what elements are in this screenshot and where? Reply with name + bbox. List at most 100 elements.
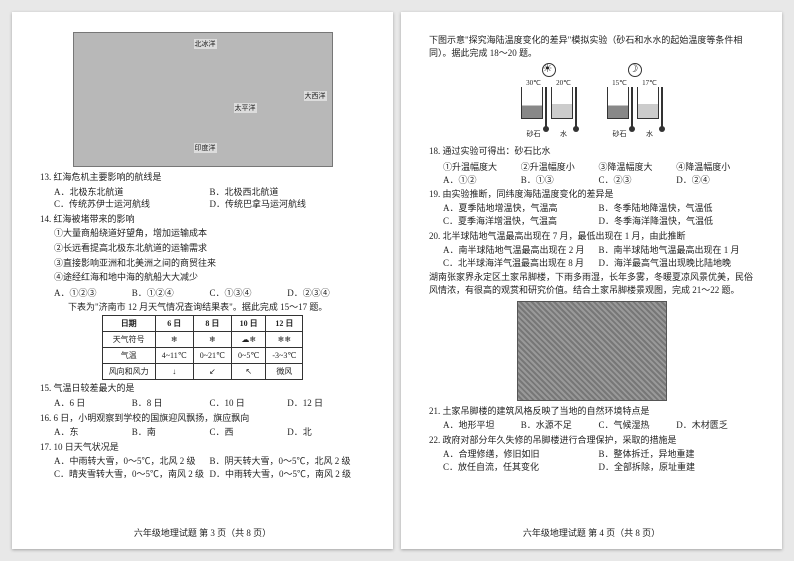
night-setup: 15℃ 砂石 17℃ 水 xyxy=(607,63,663,139)
q18-opt-c: C．②③ xyxy=(599,173,677,186)
temp-6: 4~11℃ xyxy=(155,348,193,364)
thermometer-icon xyxy=(661,87,663,129)
q21-opt-a: A．地形平坦 xyxy=(443,419,521,432)
experiment-diagram: 30℃ 砂石 20℃ 水 15℃ xyxy=(429,63,754,139)
q14-item-1: ①大量商船绕道好望角，增加运输成本 xyxy=(54,227,365,240)
table-row: 气温 4~11℃ 0~21℃ 0~5℃ -3~3℃ xyxy=(102,348,303,364)
map-label-arctic: 北冰洋 xyxy=(194,39,217,49)
q13-opt-d: D．传统巴拿马运河航线 xyxy=(210,198,366,211)
q17-opt-c: C．晴夹雪转大雪，0～5℃，南风 2 级 xyxy=(54,468,210,481)
sun-icon xyxy=(542,63,556,77)
thermometer-icon xyxy=(545,87,547,129)
right-content: 下图示意"探究海陆温度变化的差异"模拟实验（砂石和水水的起始温度等条件相同）。据… xyxy=(429,32,754,520)
map-label-pacific: 太平洋 xyxy=(234,103,257,113)
night-temp-sand: 15℃ xyxy=(607,79,633,87)
world-map-figure: 北冰洋 太平洋 大西洋 印度洋 xyxy=(73,32,333,167)
q18-item-1: ①升温幅度大 xyxy=(443,160,521,173)
q18-item-2: ②升温幅度小 xyxy=(521,160,599,173)
left-content: 北冰洋 太平洋 大西洋 印度洋 13. 红海危机主要影响的航线是 A．北极东北航… xyxy=(40,32,365,520)
q19-opt-d: D．冬季海洋降温快，气温低 xyxy=(599,215,755,228)
q21-opt-b: B．水源不足 xyxy=(521,419,599,432)
temp-8: 0~21℃ xyxy=(193,348,231,364)
q17-options: A．中雨转大雪，0～5℃，北风 2 级 B．阴天转大雪，0～5℃，北风 2 级 … xyxy=(54,455,365,480)
stilt-house-photo xyxy=(517,301,667,401)
q15-opt-c: C．10 日 xyxy=(210,397,288,410)
q18-item-4: ④降温幅度小 xyxy=(676,160,754,173)
q22-opt-a: A．合理修缮，修旧如旧 xyxy=(443,448,599,461)
q18-opt-a: A．①② xyxy=(443,173,521,186)
q18-items: ①升温幅度大 ②升温幅度小 ③降温幅度大 ④降温幅度小 xyxy=(443,160,754,173)
wind-10: ↖ xyxy=(232,364,266,380)
q22-opt-b: B．整体拆迁，异地重建 xyxy=(599,448,755,461)
q22-stem: 22. 政府对部分年久失修的吊脚楼进行合理保护，采取的措施是 xyxy=(429,434,754,447)
q17-opt-d: D．中雨转大雪，0～5℃，南风 2 级 xyxy=(210,468,366,481)
q13-opt-b: B．北极西北航道 xyxy=(210,186,366,199)
weather-table: 日期 6 日 8 日 10 日 12 日 天气符号 ❄ ❄ ☁❄ ❄❄ 气温 4… xyxy=(102,315,304,380)
q17-opt-b: B．阴天转大雪，0～5℃，北风 2 级 xyxy=(210,455,366,468)
q16-opt-d: D．北 xyxy=(287,426,365,439)
q18-options: A．①② B．①③ C．②③ D．②④ xyxy=(443,173,754,186)
q15-stem: 15. 气温日较差最大的是 xyxy=(40,382,365,395)
q13-opt-c: C．传统苏伊士运河航线 xyxy=(54,198,210,211)
q16-stem: 16. 6 日，小明观察到学校的国旗迎风飘扬，旗应飘向 xyxy=(40,412,365,425)
q21-options: A．地形平坦 B．水源不足 C．气候湿热 D．木材匮乏 xyxy=(443,419,754,432)
temp-12: -3~3℃ xyxy=(266,348,303,364)
temp-10: 0~5℃ xyxy=(232,348,266,364)
th-d12: 12 日 xyxy=(266,316,303,332)
q19-options: A．夏季陆地增温快，气温高 B．冬季陆地降温快，气温低 C．夏季海洋增温快，气温… xyxy=(443,202,754,227)
right-footer: 六年级地理试题 第 4 页（共 8 页） xyxy=(429,520,754,539)
day-temp-water: 20℃ xyxy=(551,79,577,87)
q14-stem: 14. 红海被堵带来的影响 xyxy=(40,213,365,226)
beaker-sand-day xyxy=(521,87,543,119)
q16-opt-a: A．东 xyxy=(54,426,132,439)
q22-options: A．合理修缮，修旧如旧 B．整体拆迁，异地重建 C．放任自流，任其变化 D．全部… xyxy=(443,448,754,473)
left-footer: 六年级地理试题 第 3 页（共 8 页） xyxy=(40,520,365,539)
q16-opt-b: B．南 xyxy=(132,426,210,439)
q21-opt-d: D．木材匮乏 xyxy=(676,419,754,432)
moon-icon xyxy=(628,63,642,77)
beaker-water-day xyxy=(551,87,573,119)
q19-opt-a: A．夏季陆地增温快，气温高 xyxy=(443,202,599,215)
day-setup: 30℃ 砂石 20℃ 水 xyxy=(521,63,577,139)
table-row: 日期 6 日 8 日 10 日 12 日 xyxy=(102,316,303,332)
q19-opt-b: B．冬季陆地降温快，气温低 xyxy=(599,202,755,215)
q18-opt-b: B．①③ xyxy=(521,173,599,186)
q14-opt-c: C．①③④ xyxy=(210,286,288,299)
row-temp-label: 气温 xyxy=(102,348,155,364)
q21-opt-c: C．气候湿热 xyxy=(599,419,677,432)
q20-stem: 20. 北半球陆地气温最高出现在 7 月，最低出现在 1 月，由此推断 xyxy=(429,230,754,243)
q15-opt-b: B．8 日 xyxy=(132,397,210,410)
table-row: 天气符号 ❄ ❄ ☁❄ ❄❄ xyxy=(102,332,303,348)
q15-opt-a: A．6 日 xyxy=(54,397,132,410)
row-symbol-label: 天气符号 xyxy=(102,332,155,348)
day-temp-sand: 30℃ xyxy=(521,79,547,87)
th-d6: 6 日 xyxy=(155,316,193,332)
row-wind-label: 风向和风力 xyxy=(102,364,155,380)
q21-stem: 21. 土家吊脚楼的建筑风格反映了当地的自然环境特点是 xyxy=(429,405,754,418)
q14-opt-d: D．②③④ xyxy=(287,286,365,299)
q13-options: A．北极东北航道 B．北极西北航道 C．传统苏伊士运河航线 D．传统巴拿马运河航… xyxy=(54,186,365,211)
q14-item-3: ③直接影响亚洲和北美洲之间的商贸往来 xyxy=(54,257,365,270)
map-label-atlantic: 大西洋 xyxy=(304,91,327,101)
map-label-indian: 印度洋 xyxy=(194,143,217,153)
q14-options: A．①②③ B．①②④ C．①③④ D．②③④ xyxy=(54,286,365,299)
q15-options: A．6 日 B．8 日 C．10 日 D．12 日 xyxy=(54,397,365,410)
sym-6: ❄ xyxy=(155,332,193,348)
q14-opt-a: A．①②③ xyxy=(54,286,132,299)
q13-opt-a: A．北极东北航道 xyxy=(54,186,210,199)
thermometer-icon xyxy=(575,87,577,129)
q13-stem: 13. 红海危机主要影响的航线是 xyxy=(40,171,365,184)
q17-stem: 17. 10 日天气状况是 xyxy=(40,441,365,454)
intro-18-20: 下图示意"探究海陆温度变化的差异"模拟实验（砂石和水水的起始温度等条件相同）。据… xyxy=(429,34,754,59)
page-left: 北冰洋 太平洋 大西洋 印度洋 13. 红海危机主要影响的航线是 A．北极东北航… xyxy=(12,12,393,549)
q16-opt-c: C．西 xyxy=(210,426,288,439)
sym-12: ❄❄ xyxy=(266,332,303,348)
th-d8: 8 日 xyxy=(193,316,231,332)
q19-opt-c: C．夏季海洋增温快，气温高 xyxy=(443,215,599,228)
q19-stem: 19. 由实验推断，同纬度海陆温度变化的差异是 xyxy=(429,188,754,201)
table-intro: 下表为"济南市 12 月天气情况查询结果表"。据此完成 15～17 题。 xyxy=(68,301,365,314)
sym-8: ❄ xyxy=(193,332,231,348)
th-date: 日期 xyxy=(102,316,155,332)
q15-opt-d: D．12 日 xyxy=(287,397,365,410)
beaker-water-night xyxy=(637,87,659,119)
